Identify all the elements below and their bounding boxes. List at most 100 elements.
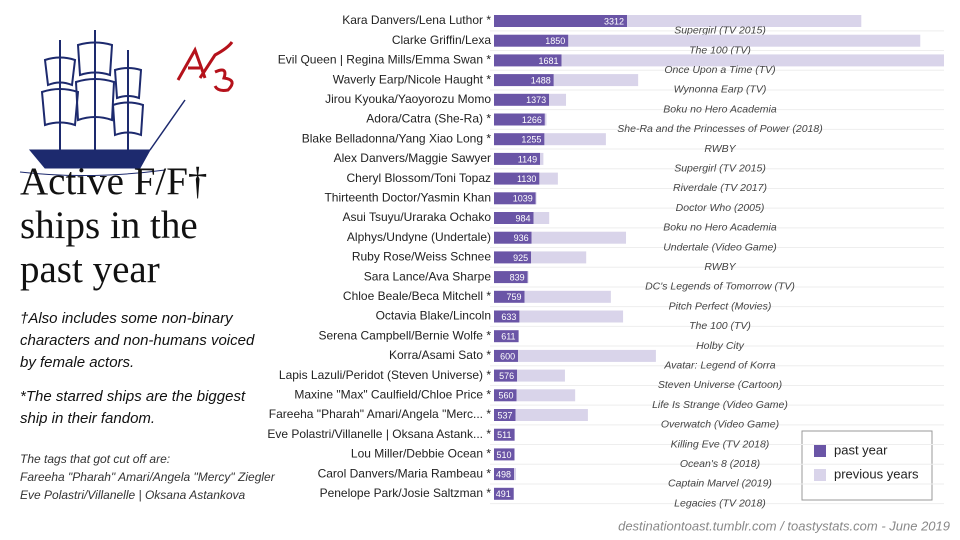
bar-segment <box>524 290 611 303</box>
bar-segment <box>494 152 541 165</box>
category-label: Adora/Catra (She-Ra) * <box>366 112 491 126</box>
credit: destinationtoast.tumblr.com / toastystat… <box>618 518 950 533</box>
value-label: 1149 <box>518 154 537 164</box>
value-label: 984 <box>516 213 531 223</box>
bar-segment <box>494 34 569 47</box>
bar-segment <box>568 34 921 47</box>
fandom-label: Killing Eve (TV 2018) <box>671 438 770 450</box>
notes: The tags that got cut off are: Fareeha "… <box>20 450 290 504</box>
bar-segment <box>494 330 519 343</box>
bar-segment <box>553 74 639 87</box>
value-label: 839 <box>510 272 525 282</box>
bar-segment <box>494 192 536 205</box>
note: Fareeha "Pharah" Amari/Angela "Mercy" Zi… <box>20 470 275 484</box>
bar-segment <box>494 428 515 441</box>
category-label: Ruby Rose/Weiss Schnee <box>352 250 492 264</box>
category-label: Lou Miller/Debbie Ocean * <box>351 447 491 461</box>
value-label: 1488 <box>531 75 551 85</box>
value-label: 1850 <box>545 36 565 46</box>
bar-segment <box>544 133 606 146</box>
bar-segment <box>518 349 656 362</box>
bar-segment <box>517 369 565 382</box>
category-label: Cheryl Blossom/Toni Topaz <box>346 171 491 185</box>
bar-segment <box>549 93 567 106</box>
value-label: 936 <box>514 233 529 243</box>
value-label: 759 <box>506 292 521 302</box>
fandom-label: Ocean's 8 (2018) <box>680 458 760 470</box>
value-label: 925 <box>513 253 528 263</box>
value-label: 576 <box>499 371 514 381</box>
bar-segment <box>494 487 514 500</box>
note: Eve Polastri/Villanelle | Oksana Astanko… <box>20 488 246 502</box>
value-label: 491 <box>496 489 511 499</box>
bar-segment <box>494 310 520 323</box>
note: The tags that got cut off are: <box>20 452 171 466</box>
logo <box>176 41 234 92</box>
bar-segment <box>494 290 525 303</box>
fandom-label: Riverdale (TV 2017) <box>673 182 767 194</box>
bar-segment <box>494 389 517 402</box>
fandom-label: Life Is Strange (Video Game) <box>652 399 788 411</box>
category-label: Korra/Asami Sato * <box>389 348 491 362</box>
bar-segment <box>531 251 587 264</box>
fandom-label: DC's Legends of Tomorrow (TV) <box>645 281 795 293</box>
bar-segment <box>494 231 532 244</box>
bar-segment <box>535 192 537 205</box>
category-label: Sara Lance/Ava Sharpe <box>364 269 492 283</box>
value-label: 1130 <box>517 174 536 184</box>
legend-box <box>801 430 933 501</box>
fandom-label: Legacies (TV 2018) <box>674 497 766 509</box>
bar-segment <box>494 15 628 27</box>
bar-segment <box>544 113 547 126</box>
fandom-label: Doctor Who (2005) <box>676 202 765 214</box>
bar-segment <box>494 349 519 362</box>
category-label: Kara Danvers/Lena Luthor * <box>342 13 491 27</box>
category-label: Evil Queen | Regina Mills/Emma Swan * <box>278 53 492 67</box>
bar-segment <box>515 409 588 421</box>
fandom-label: Wynonna Earp (TV) <box>674 84 767 96</box>
fandom-label: Pitch Perfect (Movies) <box>669 300 772 312</box>
category-label: Serena Campbell/Bernie Wolfe * <box>318 328 491 342</box>
value-label: 611 <box>501 332 515 342</box>
value-label: 600 <box>500 351 515 361</box>
bar-segment <box>494 212 534 224</box>
fandom-label: Holby City <box>696 340 745 352</box>
category-label: Blake Belladonna/Yang Xiao Long * <box>302 131 492 145</box>
category-label: Octavia Blake/Lincoln <box>376 309 491 323</box>
bar-segment <box>494 54 562 67</box>
value-label: 1039 <box>513 194 533 204</box>
fandom-label: Supergirl (TV 2015) <box>674 163 766 175</box>
value-label: 560 <box>498 391 513 401</box>
bar-segment <box>531 231 627 244</box>
bar-segment <box>519 310 624 323</box>
legend-label: past year <box>834 442 888 457</box>
bar-segment <box>516 389 576 402</box>
category-label: Alex Danvers/Maggie Sawyer <box>334 151 491 165</box>
bar-segment <box>494 74 554 87</box>
bar-segment <box>494 133 545 146</box>
title: Active F/F† ships in the past year <box>20 160 208 291</box>
category-label: Maxine "Max" Caulfield/Chloe Price * <box>294 387 491 401</box>
fandom-label: Steven Universe (Cartoon) <box>658 379 782 391</box>
fandom-label: Boku no Hero Academia <box>663 222 777 234</box>
value-label: 633 <box>501 312 516 322</box>
category-label: Thirteenth Doctor/Yasmin Khan <box>324 190 491 204</box>
fandom-label: Once Upon a Time (TV) <box>664 64 775 76</box>
bar-segment <box>494 251 532 264</box>
fandom-label: RWBY <box>704 261 736 273</box>
bar-segment <box>514 468 517 481</box>
category-label: Waverly Earp/Nicole Haught * <box>333 72 492 86</box>
category-label: Penelope Park/Josie Saltzman * <box>320 486 492 500</box>
bar-segment <box>539 172 558 185</box>
bar-segment <box>494 271 528 284</box>
value-label: 1255 <box>521 135 541 145</box>
bar-segment <box>540 152 544 165</box>
category-label: Asui Tsuyu/Uraraka Ochako <box>342 210 491 224</box>
category-label: Eve Polastri/Villanelle | Oksana Astank.… <box>267 427 491 441</box>
star-note: *The starred ships are the biggest ship … <box>20 388 246 427</box>
fandom-label: Supergirl (TV 2015) <box>674 25 766 37</box>
value-label: 510 <box>496 450 511 460</box>
footnote: †Also includes some non-binary character… <box>20 310 255 371</box>
value-label: 1373 <box>526 95 546 105</box>
